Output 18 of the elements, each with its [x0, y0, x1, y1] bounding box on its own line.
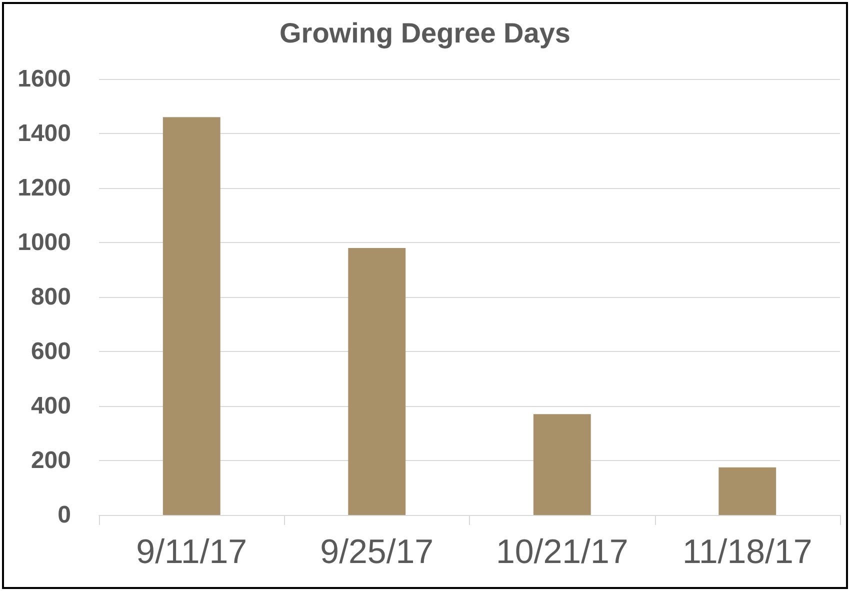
y-tick-label: 400	[30, 392, 71, 420]
bar	[162, 117, 220, 515]
y-tick-label: 0	[58, 502, 71, 528]
bar	[348, 248, 406, 515]
x-tick-label: 11/18/17	[682, 533, 812, 571]
x-tick-label: 9/11/17	[136, 533, 248, 571]
y-tick-label: 200	[30, 447, 71, 474]
x-tick-label: 10/21/17	[496, 533, 628, 571]
bar	[718, 467, 776, 515]
y-tick-label: 1000	[18, 229, 71, 256]
y-tick-label: 1400	[18, 120, 71, 147]
y-tick-label: 1600	[18, 66, 71, 92]
y-tick-label: 1200	[18, 174, 71, 202]
y-tick-label: 800	[30, 284, 71, 310]
x-tick-label: 9/25/17	[320, 533, 434, 571]
bar	[533, 414, 591, 515]
chart-title: Growing Degree Days	[280, 18, 570, 48]
y-tick-label: 600	[30, 338, 71, 365]
